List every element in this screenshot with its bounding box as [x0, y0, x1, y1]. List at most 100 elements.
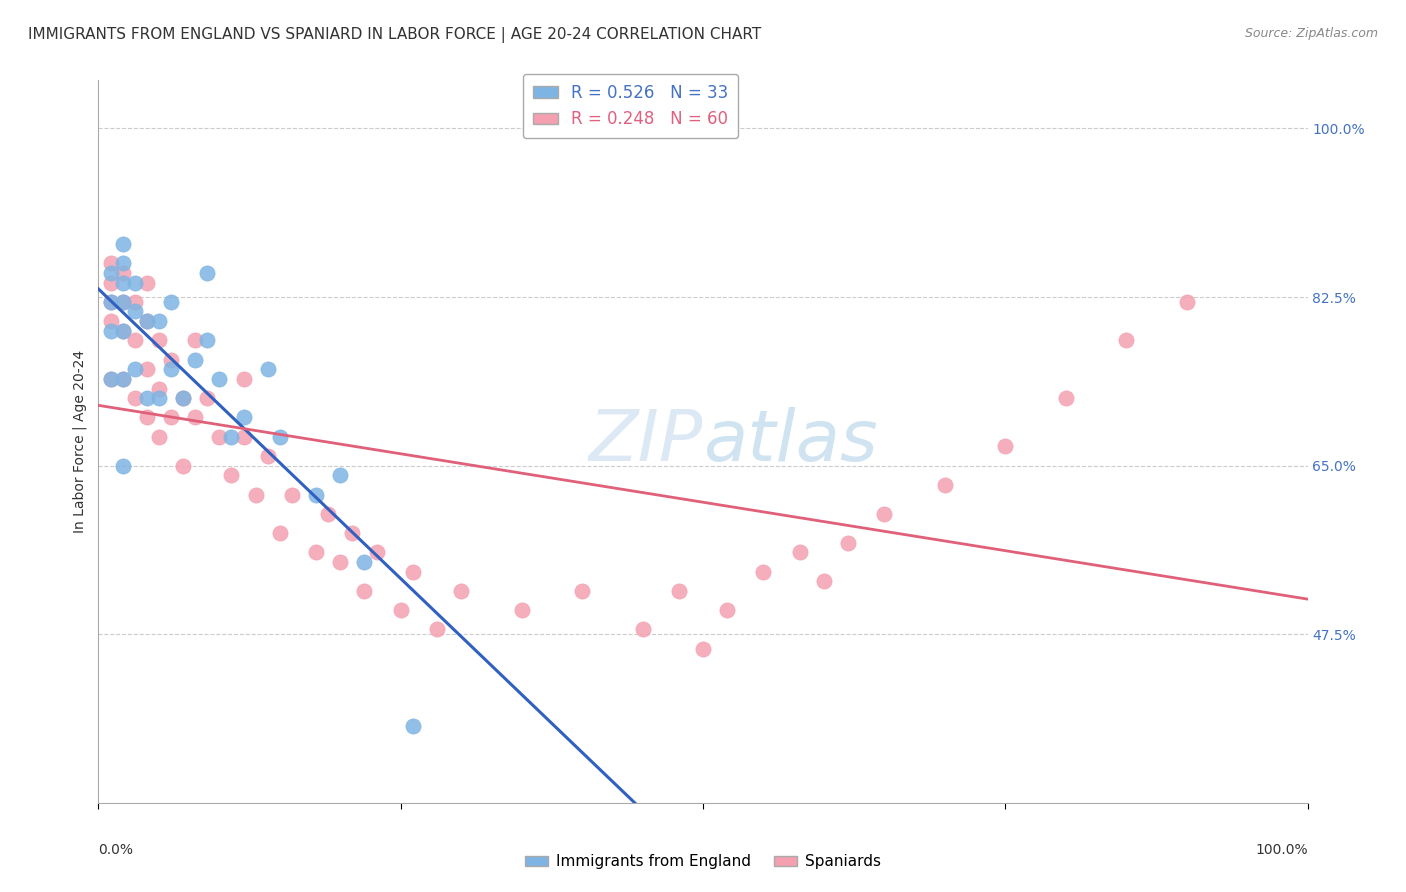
Point: [124, 304, 146, 318]
Point: [402, 719, 425, 733]
Point: [716, 603, 738, 617]
Point: [221, 430, 243, 444]
Point: [389, 603, 412, 617]
Point: [111, 256, 134, 270]
Point: [245, 487, 267, 501]
Point: [148, 430, 170, 444]
Point: [353, 583, 375, 598]
Point: [160, 294, 183, 309]
Text: IMMIGRANTS FROM ENGLAND VS SPANIARD IN LABOR FORCE | AGE 20-24 CORRELATION CHART: IMMIGRANTS FROM ENGLAND VS SPANIARD IN L…: [28, 27, 762, 43]
Point: [1115, 334, 1137, 348]
Point: [342, 526, 364, 541]
Point: [100, 324, 122, 338]
Text: ZIP: ZIP: [589, 407, 703, 476]
Point: [124, 391, 146, 405]
Point: [184, 334, 207, 348]
Point: [100, 276, 122, 290]
Point: [281, 487, 304, 501]
Point: [148, 382, 170, 396]
Point: [1054, 391, 1077, 405]
Point: [111, 294, 134, 309]
Point: [571, 583, 593, 598]
Point: [100, 266, 122, 280]
Point: [195, 266, 218, 280]
Point: [208, 372, 231, 386]
Point: [160, 352, 183, 367]
Point: [135, 314, 157, 328]
Point: [873, 507, 896, 521]
Point: [329, 468, 352, 483]
Point: [256, 362, 278, 376]
Point: [148, 314, 170, 328]
Point: [111, 276, 134, 290]
Point: [148, 391, 170, 405]
Point: [100, 256, 122, 270]
Point: [135, 391, 157, 405]
Point: [111, 324, 134, 338]
Text: atlas: atlas: [703, 407, 877, 476]
Point: [111, 266, 134, 280]
Point: [111, 372, 134, 386]
Point: [692, 641, 714, 656]
Point: [184, 410, 207, 425]
Point: [100, 372, 122, 386]
Point: [366, 545, 388, 559]
Point: [813, 574, 835, 589]
Point: [232, 430, 254, 444]
Point: [172, 391, 194, 405]
Point: [135, 314, 157, 328]
Legend: Immigrants from England, Spaniards: Immigrants from England, Spaniards: [519, 848, 887, 875]
Point: [668, 583, 690, 598]
Point: [353, 555, 375, 569]
Point: [111, 372, 134, 386]
Text: Source: ZipAtlas.com: Source: ZipAtlas.com: [1244, 27, 1378, 40]
Point: [994, 439, 1017, 453]
Point: [135, 276, 157, 290]
Point: [402, 565, 425, 579]
Point: [124, 294, 146, 309]
Point: [172, 391, 194, 405]
Point: [184, 352, 207, 367]
Point: [111, 294, 134, 309]
Point: [426, 623, 449, 637]
Point: [124, 334, 146, 348]
Point: [631, 623, 654, 637]
Legend: R = 0.526   N = 33, R = 0.248   N = 60: R = 0.526 N = 33, R = 0.248 N = 60: [523, 74, 738, 138]
Point: [160, 410, 183, 425]
Point: [195, 391, 218, 405]
Point: [752, 565, 775, 579]
Point: [329, 555, 352, 569]
Point: [111, 324, 134, 338]
Text: 0.0%: 0.0%: [98, 843, 134, 857]
Point: [100, 372, 122, 386]
Point: [789, 545, 811, 559]
Text: 100.0%: 100.0%: [1256, 843, 1308, 857]
Point: [305, 545, 328, 559]
Point: [160, 362, 183, 376]
Point: [100, 294, 122, 309]
Point: [111, 458, 134, 473]
Point: [100, 294, 122, 309]
Point: [208, 430, 231, 444]
Point: [269, 526, 291, 541]
Point: [316, 507, 339, 521]
Point: [221, 468, 243, 483]
Point: [124, 362, 146, 376]
Point: [148, 334, 170, 348]
Point: [111, 237, 134, 252]
Point: [450, 583, 472, 598]
Point: [135, 410, 157, 425]
Point: [124, 276, 146, 290]
Point: [232, 372, 254, 386]
Point: [100, 314, 122, 328]
Point: [232, 410, 254, 425]
Point: [256, 449, 278, 463]
Point: [510, 603, 533, 617]
Point: [305, 487, 328, 501]
Y-axis label: In Labor Force | Age 20-24: In Labor Force | Age 20-24: [73, 350, 87, 533]
Point: [1175, 294, 1198, 309]
Point: [269, 430, 291, 444]
Point: [172, 458, 194, 473]
Point: [934, 478, 956, 492]
Point: [135, 362, 157, 376]
